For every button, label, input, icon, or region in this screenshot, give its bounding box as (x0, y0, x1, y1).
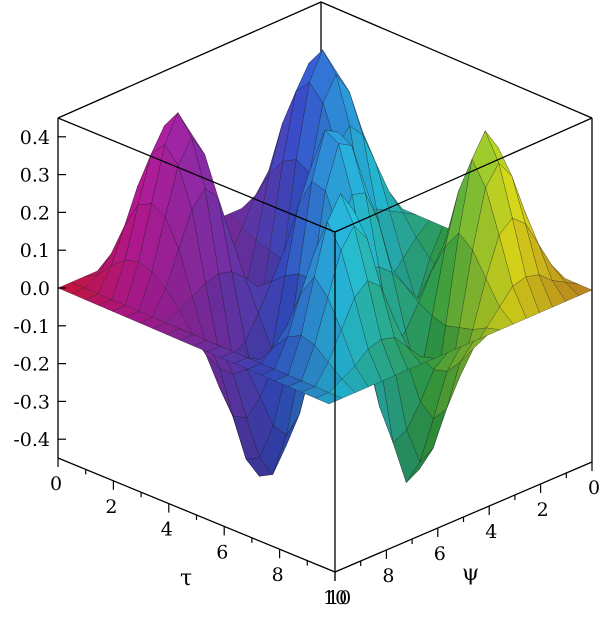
z-tick-label: -0.1 (13, 316, 50, 338)
z-tick-label: 0.2 (20, 202, 50, 224)
psi-tick-label: 6 (434, 543, 446, 565)
tau-tick-label: 6 (216, 541, 228, 563)
psi-tick-label: 0 (588, 477, 600, 499)
psi-axis-label: ψ (462, 561, 479, 586)
z-tick-label: 0.4 (20, 127, 50, 149)
psi-tick-label: 8 (382, 565, 394, 587)
tau-tick-label: 8 (272, 564, 284, 586)
tau-axis-label: τ (180, 566, 192, 591)
z-tick-label: 0.3 (20, 165, 50, 187)
tau-tick-label: 10 (327, 587, 351, 609)
psi-tick-label: 2 (537, 499, 549, 521)
z-tick-label: 0.0 (20, 278, 50, 300)
box-edge-front-top (57, 117, 593, 233)
tau-tick-label: 2 (105, 496, 117, 518)
z-tick-label: -0.4 (13, 429, 50, 451)
z-axis-ticks: 0.4 0.3 0.2 0.1 0.0 -0.1 -0.2 -0.3 -0.4 (13, 127, 66, 451)
z-tick-label: 0.1 (20, 240, 50, 262)
psi-tick-label: 10 (323, 587, 347, 609)
tau-tick-label: 0 (50, 473, 62, 495)
psi-tick-label: 4 (485, 521, 497, 543)
tau-axis-ticks: 0 2 4 6 8 10 (50, 458, 351, 609)
box-edge-front-bottom (57, 457, 593, 573)
psi-axis-ticks: 0 2 4 6 8 10 (323, 462, 600, 609)
tau-tick-label: 4 (161, 519, 173, 541)
z-tick-label: -0.2 (13, 354, 50, 376)
surface-mesh (57, 49, 593, 484)
z-tick-label: -0.3 (13, 391, 50, 413)
